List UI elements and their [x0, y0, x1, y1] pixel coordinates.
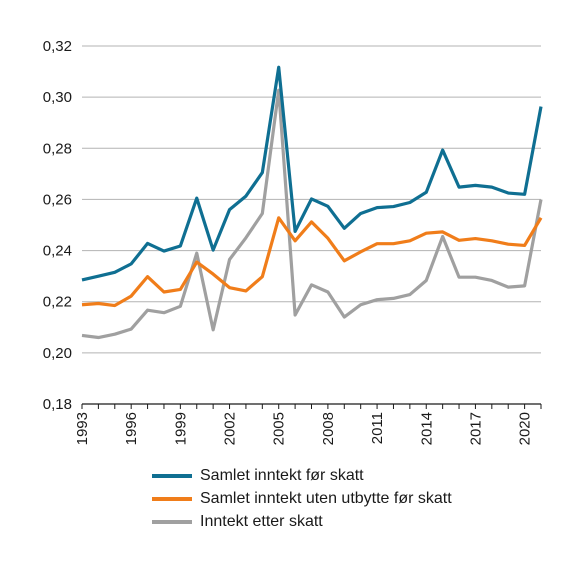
x-tick-label: 1996	[123, 412, 140, 445]
series-lines	[81, 65, 543, 340]
x-axis	[81, 403, 542, 409]
legend-label-series-3: Inntekt etter skatt	[200, 512, 323, 530]
x-tick-label: 2011	[369, 412, 386, 444]
y-axis-tick-labels: 0,18 0,20 0,22 0,24 0,26 0,28 0,30 0,32	[43, 38, 72, 413]
legend-item-series-2: Samlet inntekt uten utbytte før skatt	[152, 487, 452, 510]
y-tick-label: 0,18	[43, 396, 72, 413]
x-tick-label: 2014	[418, 412, 435, 445]
legend-item-series-1: Samlet inntekt før skatt	[152, 464, 452, 487]
legend-swatch-series-1	[152, 473, 192, 478]
x-tick-label: 2008	[320, 412, 337, 445]
legend-label-series-2: Samlet inntekt uten utbytte før skatt	[200, 489, 452, 507]
legend-label-series-1: Samlet inntekt før skatt	[200, 466, 364, 484]
series-line-3	[81, 88, 543, 340]
x-tick-label: 2020	[517, 412, 534, 445]
y-tick-label: 0,28	[43, 140, 72, 157]
legend-swatch-series-3	[152, 519, 192, 524]
y-tick-label: 0,20	[43, 345, 72, 362]
legend-item-series-3: Inntekt etter skatt	[152, 510, 452, 533]
x-tick-label: 1999	[172, 412, 189, 445]
x-axis-tick-labels: 1993 1996 1999 2002 2005 2008 2011 2014 2017 2020	[74, 412, 534, 445]
y-tick-label: 0,26	[43, 191, 72, 208]
x-tick-label: 2002	[222, 412, 239, 445]
legend: Samlet inntekt før skatt Samlet inntekt …	[152, 464, 452, 533]
y-tick-label: 0,30	[43, 89, 72, 106]
y-tick-label: 0,24	[43, 243, 72, 260]
y-tick-label: 0,22	[43, 294, 72, 311]
x-tick-label: 2005	[271, 412, 288, 445]
legend-swatch-series-2	[152, 496, 192, 501]
series-line-2	[81, 216, 543, 308]
x-tick-label: 1993	[74, 412, 91, 445]
series-line-1	[81, 65, 543, 282]
gridlines	[82, 45, 541, 405]
y-tick-label: 0,32	[43, 38, 72, 55]
x-tick-label: 2017	[467, 412, 484, 445]
